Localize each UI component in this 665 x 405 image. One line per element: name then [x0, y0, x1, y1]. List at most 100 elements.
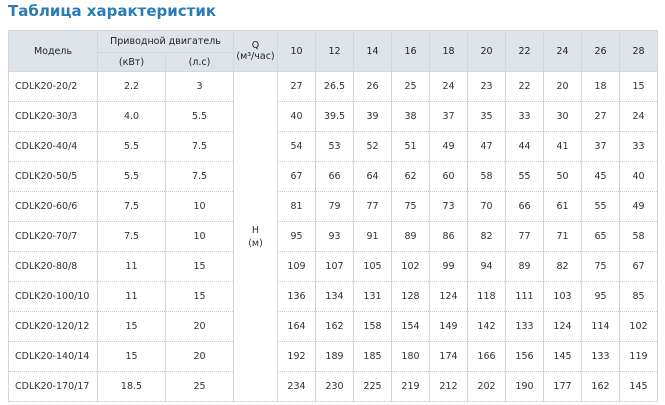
head-cell: 58 — [619, 221, 658, 252]
kw-cell: 5.5 — [97, 161, 166, 192]
head-cell: 189 — [315, 341, 354, 372]
hp-cell: 15 — [165, 281, 234, 312]
head-cell: 77 — [353, 191, 392, 222]
head-cell: 133 — [581, 341, 620, 372]
head-cell: 111 — [505, 281, 544, 312]
header-cell: 18 — [429, 30, 468, 72]
header-text: (м³/час) — [236, 51, 275, 62]
head-cell: 23 — [467, 71, 506, 102]
head-cell: 145 — [619, 371, 658, 402]
head-cell: 95 — [277, 221, 316, 252]
model-cell: CDLK20-170/17 — [8, 371, 98, 402]
table-row: CDLK20-170/17 18.5 25 234 230 225 219 212 202 190… — [8, 371, 658, 402]
head-label: H — [251, 224, 260, 236]
head-cell: 51 — [391, 131, 430, 162]
head-cell: 177 — [543, 371, 582, 402]
model-cell: CDLK20-20/2 — [8, 71, 98, 102]
header-cell: 10 — [277, 30, 316, 72]
head-cell: 185 — [353, 341, 392, 372]
head-cell: 53 — [315, 131, 354, 162]
hp-cell: 10 — [165, 191, 234, 222]
title: Таблица характеристик — [8, 2, 217, 20]
head-cell: 131 — [353, 281, 392, 312]
head-cell: 49 — [429, 131, 468, 162]
head-cell: 26.5 — [315, 71, 354, 102]
hp-cell: 20 — [165, 311, 234, 342]
head-cell: 25 — [391, 71, 430, 102]
head-cell: 24 — [619, 101, 658, 132]
head-cell: 85 — [619, 281, 658, 312]
head-cell: 30 — [543, 101, 582, 132]
model-cell: CDLK20-100/10 — [8, 281, 98, 312]
head-cell: 65 — [581, 221, 620, 252]
header-cell: (кВт) — [97, 52, 166, 72]
table-row: CDLK20-120/12 15 20 164 162 158 154 149 142 133 12… — [8, 311, 658, 342]
head-cell: 49 — [619, 191, 658, 222]
head-cell: 118 — [467, 281, 506, 312]
hp-cell: 7.5 — [165, 131, 234, 162]
model-cell: CDLK20-140/14 — [8, 341, 98, 372]
head-cell: 24 — [429, 71, 468, 102]
head-cell: 41 — [543, 131, 582, 162]
head-cell: 62 — [391, 161, 430, 192]
head-cell: 114 — [581, 311, 620, 342]
head-cell: 230 — [315, 371, 354, 402]
head-cell: 55 — [581, 191, 620, 222]
head-cell: 27 — [277, 71, 316, 102]
kw-cell: 5.5 — [97, 131, 166, 162]
head-cell: 212 — [429, 371, 468, 402]
head-cell: 20 — [543, 71, 582, 102]
header-cell: Модель — [8, 30, 98, 72]
head-unit: (м) — [248, 237, 263, 249]
head-cell: 18 — [581, 71, 620, 102]
head-cell: 149 — [429, 311, 468, 342]
head-cell: 225 — [353, 371, 392, 402]
head-cell: 134 — [315, 281, 354, 312]
head-cell: 109 — [277, 251, 316, 282]
head-cell: 86 — [429, 221, 468, 252]
table-row: CDLK20-20/2 2.2 3 H (м) 27 26.5 26 25 24 23 22 20 18 1… — [8, 71, 658, 402]
head-cell: 37 — [581, 131, 620, 162]
head-cell: 180 — [391, 341, 430, 372]
table-row: CDLK20-70/7 7.5 10 95 93 91 89 86 82 77 71 65 58 — [8, 221, 658, 252]
header-text: Q — [251, 40, 260, 51]
table-row: CDLK20-30/3 4.0 5.5 40 39.5 39 38 37 35 33 30 27 24 — [8, 101, 658, 132]
model-cell: CDLK20-120/12 — [8, 311, 98, 342]
head-cell: 102 — [619, 311, 658, 342]
head-cell: 75 — [581, 251, 620, 282]
head-cell: 192 — [277, 341, 316, 372]
head-cell: 33 — [505, 101, 544, 132]
head-cell: 174 — [429, 341, 468, 372]
head-cell: 107 — [315, 251, 354, 282]
hp-cell: 10 — [165, 221, 234, 252]
head-cell: 66 — [505, 191, 544, 222]
head-cell: 166 — [467, 341, 506, 372]
table-row: CDLK20-50/5 5.5 7.5 67 66 64 62 60 58 55 50 45 40 — [8, 161, 658, 192]
kw-cell: 4.0 — [97, 101, 166, 132]
head-cell: 39 — [353, 101, 392, 132]
head-cell: 61 — [543, 191, 582, 222]
head-cell: 64 — [353, 161, 392, 192]
head-cell: 124 — [543, 311, 582, 342]
header-cell: 22 — [505, 30, 544, 72]
kw-cell: 15 — [97, 311, 166, 342]
table-row: CDLK20-40/4 5.5 7.5 54 53 52 51 49 47 44 41 37 33 — [8, 131, 658, 162]
head-label-cell: H (м) — [233, 71, 278, 402]
head-cell: 33 — [619, 131, 658, 162]
head-cell: 47 — [467, 131, 506, 162]
head-cell: 234 — [277, 371, 316, 402]
head-cell: 202 — [467, 371, 506, 402]
head-cell: 67 — [619, 251, 658, 282]
kw-cell: 7.5 — [97, 191, 166, 222]
model-cell: CDLK20-30/3 — [8, 101, 98, 132]
header-cell: Приводной двигатель — [97, 30, 234, 53]
kw-cell: 7.5 — [97, 221, 166, 252]
head-cell: 162 — [315, 311, 354, 342]
table-row: CDLK20-60/6 7.5 10 81 79 77 75 73 70 66 61 55 49 — [8, 191, 658, 222]
head-cell: 95 — [581, 281, 620, 312]
head-cell: 60 — [429, 161, 468, 192]
table-row: CDLK20-100/10 11 15 136 134 131 128 124 118 111 10… — [8, 281, 658, 312]
head-cell: 52 — [353, 131, 392, 162]
hp-cell: 25 — [165, 371, 234, 402]
